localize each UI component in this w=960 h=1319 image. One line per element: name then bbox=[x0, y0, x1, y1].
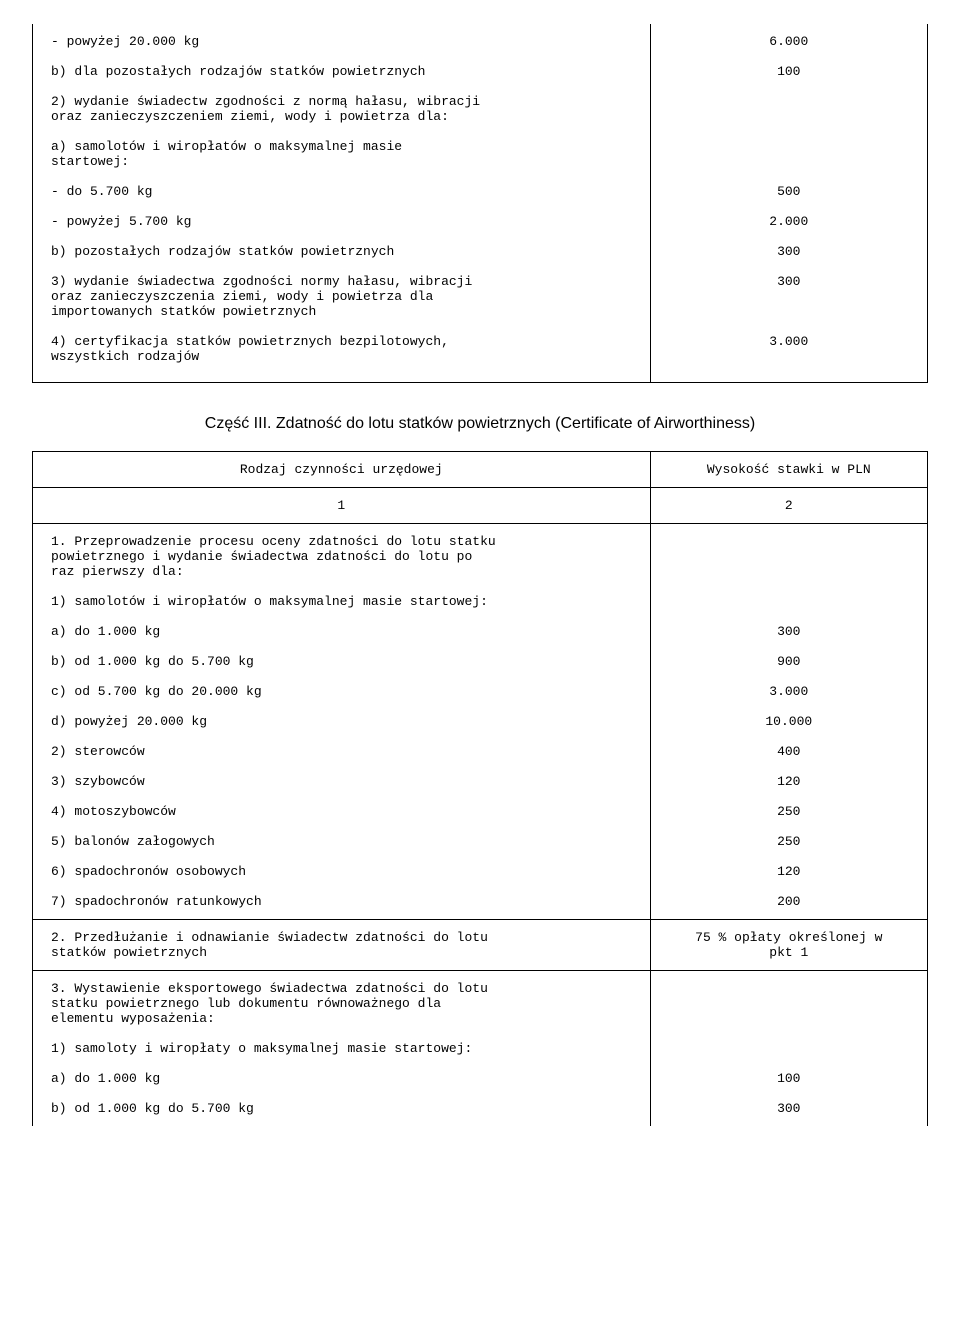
top-right-cell: 6.000 100 500 2.000 300 bbox=[650, 24, 927, 383]
row1-left: 1. Przeprowadzenie procesu oceny zdatnoś… bbox=[33, 524, 651, 920]
main-table: Rodzaj czynności urzędowej Wysokość staw… bbox=[32, 451, 928, 1126]
value: 500 bbox=[659, 184, 919, 199]
header-cell-2: Wysokość stawki w PLN bbox=[650, 452, 927, 488]
value: 300 bbox=[669, 1101, 909, 1116]
line: 7) spadochronów ratunkowych bbox=[51, 894, 632, 909]
line: a) do 1.000 kg bbox=[51, 1071, 632, 1086]
line: 3) wydanie świadectwa zgodności normy ha… bbox=[51, 274, 632, 289]
line: b) pozostałych rodzajów statków powietrz… bbox=[51, 244, 632, 259]
line: a) samolotów i wiropłatów o maksymalnej … bbox=[51, 139, 632, 154]
value: 200 bbox=[669, 894, 909, 909]
line: 1. Przeprowadzenie procesu oceny zdatnoś… bbox=[51, 534, 632, 549]
line: importowanych statków powietrznych bbox=[51, 304, 632, 319]
line: 2) wydanie świadectw zgodności z normą h… bbox=[51, 94, 632, 109]
value: 100 bbox=[659, 64, 919, 79]
line: d) powyżej 20.000 kg bbox=[51, 714, 632, 729]
line: c) od 5.700 kg do 20.000 kg bbox=[51, 684, 632, 699]
value: 250 bbox=[669, 834, 909, 849]
value: 6.000 bbox=[659, 34, 919, 49]
line: raz pierwszy dla: bbox=[51, 564, 632, 579]
line: oraz zanieczyszczeniem ziemi, wody i pow… bbox=[51, 109, 632, 124]
value: 3.000 bbox=[659, 334, 919, 349]
row1-right: 300 900 3.000 10.000 400 120 250 250 120… bbox=[650, 524, 927, 920]
line: oraz zanieczyszczenia ziemi, wody i powi… bbox=[51, 289, 632, 304]
line: b) dla pozostałych rodzajów statków powi… bbox=[51, 64, 632, 79]
line: 5) balonów załogowych bbox=[51, 834, 632, 849]
row2-left: 2. Przedłużanie i odnawianie świadectw z… bbox=[33, 920, 651, 971]
line: 2) sterowców bbox=[51, 744, 632, 759]
value: 300 bbox=[659, 274, 919, 289]
line: 4) certyfikacja statków powietrznych bez… bbox=[51, 334, 632, 349]
line: wszystkich rodzajów bbox=[51, 349, 632, 364]
row3-right: 100 300 bbox=[650, 971, 927, 1127]
row3-left: 3. Wystawienie eksportowego świadectwa z… bbox=[33, 971, 651, 1127]
header-cell-1: Rodzaj czynności urzędowej bbox=[33, 452, 651, 488]
value: 300 bbox=[669, 624, 909, 639]
line: elementu wyposażenia: bbox=[51, 1011, 632, 1026]
line: 2. Przedłużanie i odnawianie świadectw z… bbox=[51, 930, 632, 945]
value: 2.000 bbox=[659, 214, 919, 229]
line: 1) samoloty i wiropłaty o maksymalnej ma… bbox=[51, 1041, 632, 1056]
top-left-cell: - powyżej 20.000 kg b) dla pozostałych r… bbox=[33, 24, 651, 383]
line: statków powietrznych bbox=[51, 945, 632, 960]
value: 100 bbox=[669, 1071, 909, 1086]
value: 120 bbox=[669, 864, 909, 879]
value: 75 % opłaty określonej w bbox=[669, 930, 909, 945]
line: 4) motoszybowców bbox=[51, 804, 632, 819]
line: 3. Wystawienie eksportowego świadectwa z… bbox=[51, 981, 632, 996]
value: 400 bbox=[669, 744, 909, 759]
line: b) od 1.000 kg do 5.700 kg bbox=[51, 654, 632, 669]
page: - powyżej 20.000 kg b) dla pozostałych r… bbox=[0, 0, 960, 1166]
line: a) do 1.000 kg bbox=[51, 624, 632, 639]
line: 3) szybowców bbox=[51, 774, 632, 789]
line: - powyżej 5.700 kg bbox=[51, 214, 632, 229]
num-cell-1: 1 bbox=[33, 488, 651, 524]
row2-right: 75 % opłaty określonej w pkt 1 bbox=[650, 920, 927, 971]
num-row: 1 2 bbox=[33, 488, 928, 524]
table-row: 1. Przeprowadzenie procesu oceny zdatnoś… bbox=[33, 524, 928, 920]
value: 300 bbox=[659, 244, 919, 259]
value: 120 bbox=[669, 774, 909, 789]
value: 250 bbox=[669, 804, 909, 819]
value: 3.000 bbox=[669, 684, 909, 699]
header-row: Rodzaj czynności urzędowej Wysokość staw… bbox=[33, 452, 928, 488]
line: 6) spadochronów osobowych bbox=[51, 864, 632, 879]
section-heading: Część III. Zdatność do lotu statków powi… bbox=[32, 415, 928, 433]
table-row: 3. Wystawienie eksportowego świadectwa z… bbox=[33, 971, 928, 1127]
line: startowej: bbox=[51, 154, 632, 169]
table-row: 2. Przedłużanie i odnawianie świadectw z… bbox=[33, 920, 928, 971]
value: pkt 1 bbox=[669, 945, 909, 960]
line: b) od 1.000 kg do 5.700 kg bbox=[51, 1101, 632, 1116]
line: statku powietrznego lub dokumentu równow… bbox=[51, 996, 632, 1011]
line: powietrznego i wydanie świadectwa zdatno… bbox=[51, 549, 632, 564]
top-table: - powyżej 20.000 kg b) dla pozostałych r… bbox=[32, 24, 928, 383]
value: 10.000 bbox=[669, 714, 909, 729]
line: 1) samolotów i wiropłatów o maksymalnej … bbox=[51, 594, 632, 609]
line: - do 5.700 kg bbox=[51, 184, 632, 199]
value: 900 bbox=[669, 654, 909, 669]
num-cell-2: 2 bbox=[650, 488, 927, 524]
line: - powyżej 20.000 kg bbox=[51, 34, 632, 49]
